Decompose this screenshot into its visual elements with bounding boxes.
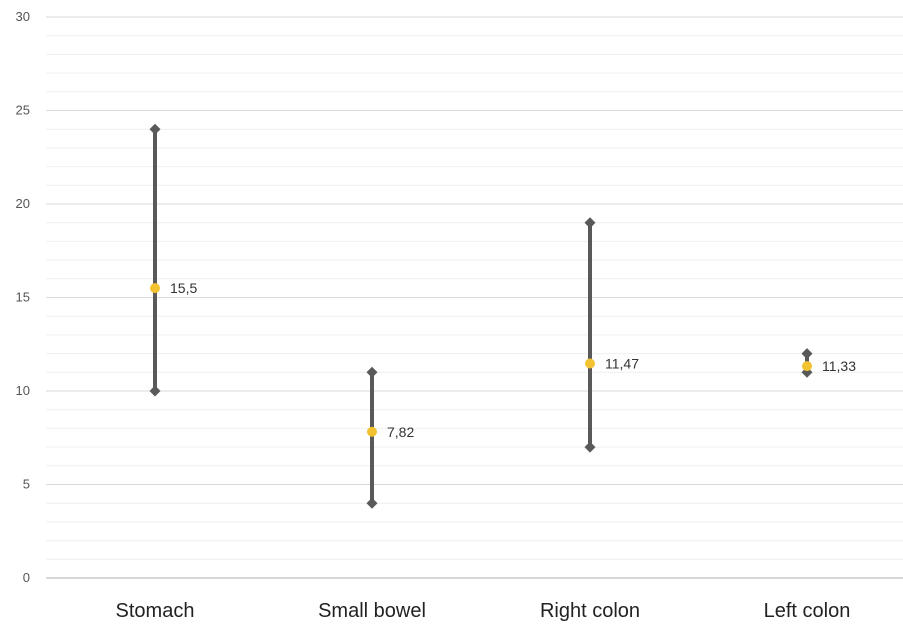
- high-marker: [584, 217, 596, 229]
- x-axis: Stomach Small bowel Right colon Left colon: [46, 577, 903, 622]
- low-marker: [584, 441, 596, 453]
- y-tick-label: 20: [16, 196, 30, 211]
- x-category-label: Small bowel: [318, 600, 426, 622]
- x-category-label: Right colon: [540, 600, 640, 622]
- x-category-label: Stomach: [116, 600, 195, 622]
- low-marker: [366, 497, 378, 509]
- mean-marker: [585, 358, 595, 369]
- low-marker: [149, 385, 161, 397]
- mean-marker: [802, 361, 812, 372]
- y-tick-label: 0: [23, 570, 30, 585]
- mean-marker: [150, 283, 160, 294]
- mean-marker: [367, 426, 377, 437]
- y-tick-label: 30: [16, 9, 30, 24]
- mean-data-label: 11,33: [822, 358, 856, 374]
- y-tick-label: 5: [23, 477, 30, 492]
- mean-data-label: 15,5: [170, 280, 197, 296]
- y-axis: 0 5 10 15 20 25 30: [16, 9, 30, 585]
- mean-data-label: 11,47: [605, 356, 639, 372]
- grid: [46, 16, 903, 560]
- high-marker: [366, 366, 378, 378]
- y-tick-label: 15: [16, 290, 30, 305]
- y-tick-label: 10: [16, 383, 30, 398]
- mean-data-label: 7,82: [387, 424, 414, 440]
- series: 15,5 7,82 11,47 11,33: [149, 123, 856, 509]
- high-marker: [149, 123, 161, 135]
- high-marker: [801, 348, 813, 360]
- x-category-label: Left colon: [764, 600, 851, 622]
- y-tick-label: 25: [16, 103, 30, 118]
